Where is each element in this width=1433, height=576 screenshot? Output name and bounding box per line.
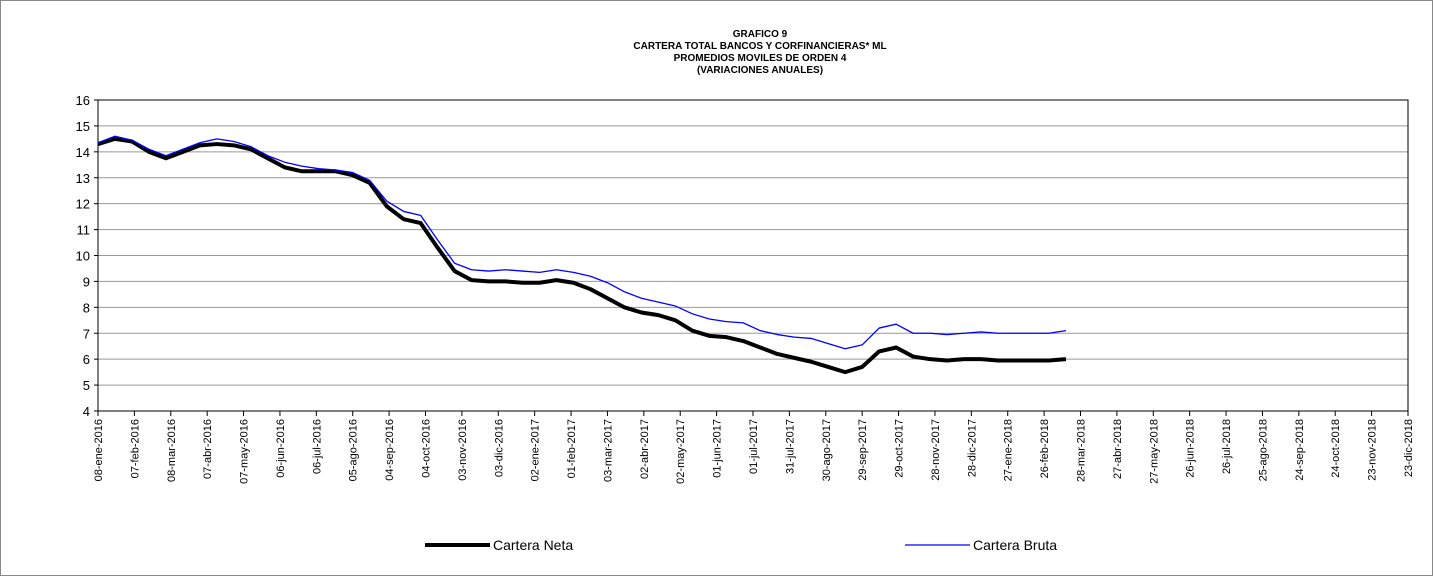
x-tick-label: 23-nov-2018	[1367, 419, 1379, 481]
y-tick-label: 12	[76, 197, 90, 212]
x-tick-label: 07-abr-2016	[202, 419, 214, 479]
legend-label: Cartera Bruta	[973, 537, 1057, 553]
y-tick-label: 8	[83, 300, 90, 315]
y-tick-label: 15	[76, 119, 90, 134]
y-tick-label: 4	[83, 404, 90, 419]
x-tick-label: 30-ago-2017	[821, 419, 833, 481]
x-tick-label: 01-feb-2017	[566, 419, 578, 478]
x-tick-label: 28-nov-2017	[930, 419, 942, 481]
x-tick-label: 24-oct-2018	[1330, 419, 1342, 478]
x-tick-label: 26-jun-2018	[1185, 419, 1197, 478]
y-tick-label: 7	[83, 326, 90, 341]
x-tick-label: 26-feb-2018	[1039, 419, 1051, 478]
x-tick-label: 23-dic-2018	[1403, 419, 1415, 477]
x-tick-label: 07-feb-2016	[129, 419, 141, 478]
x-tick-label: 26-jul-2018	[1221, 419, 1233, 474]
series-line	[97, 136, 1067, 375]
y-tick-label: 11	[77, 223, 91, 238]
y-tick-label: 16	[76, 93, 90, 108]
x-tick-label: 04-oct-2016	[421, 419, 433, 478]
x-tick-label: 05-ago-2016	[348, 419, 360, 481]
y-tick-label: 9	[83, 274, 90, 289]
y-tick-label: 5	[83, 378, 90, 393]
x-tick-label: 04-sep-2016	[384, 419, 396, 481]
x-tick-label: 02-ene-2017	[530, 419, 542, 481]
x-tick-label: 06-jun-2016	[275, 419, 287, 478]
y-tick-label: 14	[76, 145, 90, 160]
y-tick-label: 10	[76, 249, 90, 264]
x-tick-label: 27-abr-2018	[1112, 419, 1124, 479]
x-tick-label: 02-may-2017	[675, 419, 687, 484]
y-tick-label: 13	[76, 171, 90, 186]
x-tick-label: 01-jun-2017	[712, 419, 724, 478]
x-tick-label: 27-ene-2018	[1003, 419, 1015, 481]
x-tick-label: 28-dic-2017	[966, 419, 978, 477]
x-tick-label: 28-mar-2018	[1076, 419, 1088, 482]
x-tick-label: 06-jul-2016	[311, 419, 323, 474]
x-tick-label: 25-ago-2018	[1257, 419, 1269, 481]
x-tick-label: 08-mar-2016	[166, 419, 178, 482]
x-tick-label: 08-ene-2016	[93, 419, 105, 481]
series-line	[97, 135, 1067, 350]
x-tick-label: 03-mar-2017	[602, 419, 614, 482]
x-tick-label: 24-sep-2018	[1294, 419, 1306, 481]
y-tick-label: 6	[83, 352, 90, 367]
x-tick-label: 27-may-2018	[1148, 419, 1160, 484]
x-tick-label: 29-oct-2017	[894, 419, 906, 478]
x-tick-label: 03-nov-2016	[457, 419, 469, 481]
chart-title: (VARIACIONES ANUALES)	[697, 65, 823, 76]
x-tick-label: 02-abr-2017	[639, 419, 651, 479]
chart-title: GRAFICO 9	[733, 29, 788, 40]
x-tick-label: 03-dic-2016	[493, 419, 505, 477]
x-tick-label: 29-sep-2017	[857, 419, 869, 481]
x-tick-label: 31-jul-2017	[784, 419, 796, 474]
x-tick-label: 07-may-2016	[239, 419, 251, 484]
x-tick-label: 01-jul-2017	[748, 419, 760, 474]
chart-title: CARTERA TOTAL BANCOS Y CORFINANCIERAS* M…	[633, 41, 886, 52]
chart-title: PROMEDIOS MOVILES DE ORDEN 4	[674, 53, 847, 64]
legend-label: Cartera Neta	[493, 537, 573, 553]
